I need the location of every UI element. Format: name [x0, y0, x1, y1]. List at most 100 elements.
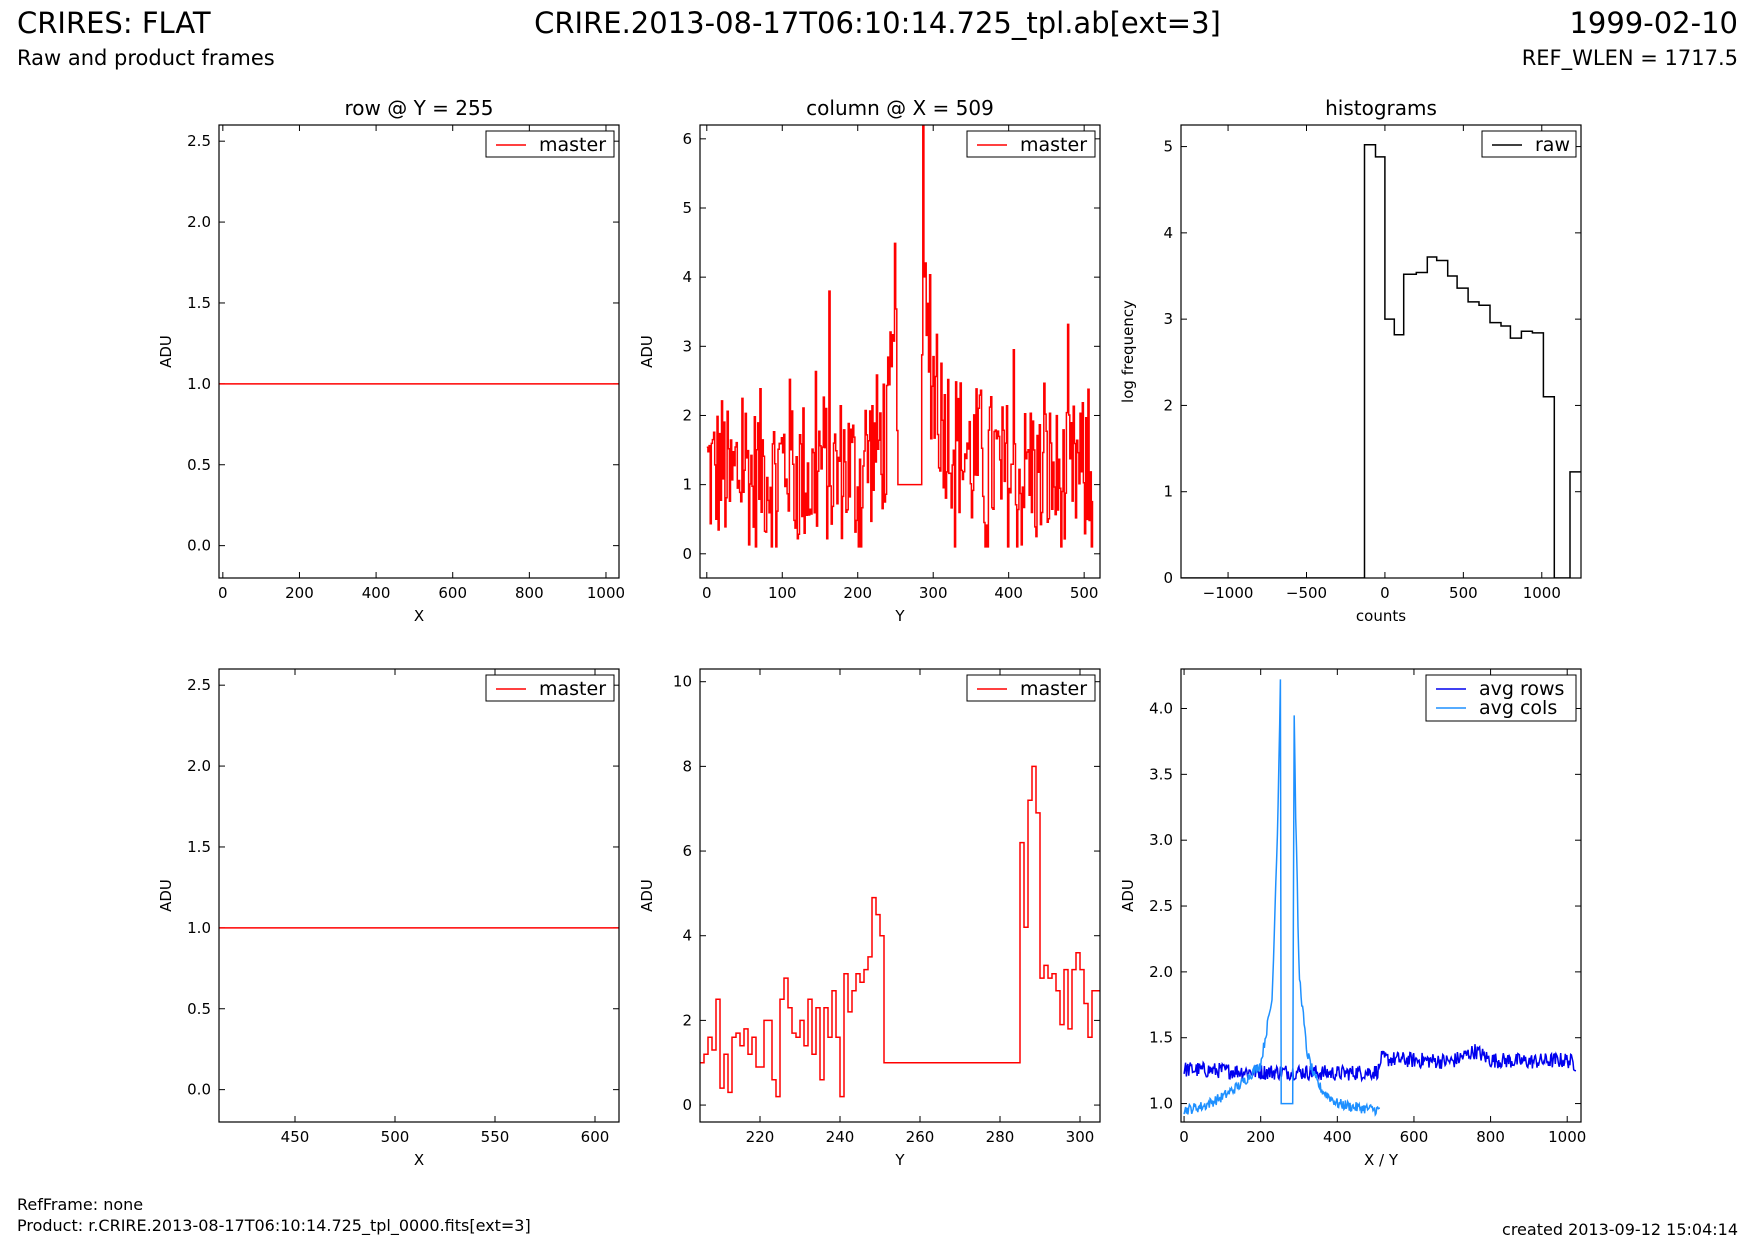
plot-frame	[699, 668, 1101, 1123]
y-axis-label: ADU	[157, 879, 175, 912]
y-tick-label: 1.5	[187, 294, 211, 312]
x-tick-label: 800	[515, 584, 544, 602]
x-axis-label: X / Y	[1364, 1151, 1399, 1169]
ref-wlen: REF_WLEN = 1717.5	[1521, 46, 1738, 70]
chart-title: histograms	[1325, 96, 1437, 120]
legend-box	[485, 130, 615, 158]
x-tick-label: 200	[1246, 1128, 1275, 1146]
x-tick-label: 450	[281, 1128, 310, 1146]
x-tick-label: 600	[581, 1128, 610, 1146]
y-tick-label: 3.0	[1149, 831, 1173, 849]
observation-date: 1999-02-10	[1569, 6, 1738, 40]
x-tick-label: 0	[1380, 584, 1390, 602]
y-tick-label: 8	[682, 757, 692, 775]
y-axis-label: log frequency	[1119, 300, 1137, 403]
plot-frame	[218, 668, 620, 1123]
x-tick-label: 1000	[1548, 1128, 1586, 1146]
x-tick-label: 400	[994, 584, 1023, 602]
page-subtitle: Raw and product frames	[17, 46, 275, 70]
y-tick-label: 2	[682, 1011, 692, 1029]
x-tick-label: 240	[826, 1128, 855, 1146]
y-tick-label: 1	[1163, 483, 1173, 501]
y-tick-label: 1	[682, 476, 692, 494]
y-tick-label: 0	[682, 1096, 692, 1114]
chart-panel-3: −1000 −500 0 500 1000 0 1 2 3 4 5 histograms counts l…	[1119, 96, 1582, 625]
y-tick-label: 2.5	[187, 132, 211, 150]
plot-area	[1181, 669, 1581, 1122]
chart-title: column @ X = 509	[806, 96, 994, 120]
plot-area	[219, 669, 619, 1122]
x-tick-label: 400	[1323, 1128, 1352, 1146]
y-tick-label: 2.0	[187, 213, 211, 231]
x-tick-label: 200	[285, 584, 314, 602]
x-tick-label: 220	[746, 1128, 775, 1146]
y-tick-label: 1.0	[187, 375, 211, 393]
chart-panel-6: 0 200 400 600 800 1000 1.0 1.5 2.0 2.5 3.0 3.5 4.0 X …	[1119, 668, 1586, 1169]
y-tick-label: 1.0	[187, 919, 211, 937]
y-tick-label: 2.0	[1149, 963, 1173, 981]
y-tick-label: 4.0	[1149, 700, 1173, 718]
file-title: CRIRE.2013-08-17T06:10:14.725_tpl.ab[ext…	[534, 6, 1221, 40]
chart-panel-5: 220 240 260 280 300 0 2 4 6 8 10 Y ADU master	[638, 668, 1101, 1169]
product-note: Product: r.CRIRE.2013-08-17T06:10:14.725…	[17, 1216, 531, 1235]
page-title: CRIRES: FLAT	[17, 6, 211, 40]
y-tick-label: 2	[1163, 396, 1173, 414]
chart-panel-4: 450 500 550 600 0.0 0.5 1.0 1.5 2.0 2.5 X ADU master	[157, 668, 620, 1169]
legend-label: avg cols	[1479, 697, 1557, 719]
x-axis-label: counts	[1356, 607, 1406, 625]
plot-frame	[1180, 668, 1582, 1123]
y-tick-label: 0.0	[187, 1081, 211, 1099]
y-tick-label: 4	[1163, 224, 1173, 242]
legend-label: master	[539, 134, 606, 156]
x-tick-label: 1000	[587, 584, 625, 602]
y-tick-label: 0.5	[187, 1000, 211, 1018]
y-tick-label: 5	[682, 199, 692, 217]
y-tick-label: 1.5	[187, 838, 211, 856]
series-line-avg-cols	[1183, 679, 1381, 1117]
x-tick-label: 550	[481, 1128, 510, 1146]
y-axis-label: ADU	[157, 335, 175, 368]
series-line-master	[706, 125, 1094, 548]
y-tick-label: 2.5	[187, 676, 211, 694]
legend-box	[966, 130, 1096, 158]
x-tick-label: 500	[1070, 584, 1099, 602]
legend-label: master	[539, 678, 606, 700]
y-tick-label: 6	[682, 130, 692, 148]
chart-panel-2: 0 100 200 300 400 500 0 1 2 3 4 5 6 column @ X = 509 Y…	[638, 96, 1101, 625]
y-tick-label: 4	[682, 927, 692, 945]
x-axis-label: X	[414, 607, 424, 625]
legend-box	[1481, 130, 1577, 158]
plot-area	[1181, 125, 1581, 578]
plot-frame	[1180, 124, 1582, 579]
y-axis-label: ADU	[638, 879, 656, 912]
y-tick-label: 5	[1163, 138, 1173, 156]
y-tick-label: 0	[1163, 569, 1173, 587]
plot-frame	[218, 124, 620, 579]
y-tick-label: 0.0	[187, 537, 211, 555]
y-tick-label: 6	[682, 842, 692, 860]
y-tick-label: 4	[682, 268, 692, 286]
x-tick-label: 0	[1179, 1128, 1189, 1146]
chart-title: row @ Y = 255	[345, 96, 494, 120]
x-tick-label: 600	[1400, 1128, 1429, 1146]
x-tick-label: 1000	[1523, 584, 1561, 602]
x-tick-label: 600	[438, 584, 467, 602]
x-tick-label: 400	[362, 584, 391, 602]
x-tick-label: 260	[906, 1128, 935, 1146]
legend-label: master	[1020, 678, 1087, 700]
x-tick-label: 300	[1066, 1128, 1095, 1146]
plot-area	[219, 125, 619, 578]
y-tick-label: 0	[682, 545, 692, 563]
series-line-avg-rows	[1183, 1044, 1577, 1083]
legend-box	[485, 674, 615, 702]
x-tick-label: 500	[381, 1128, 410, 1146]
y-tick-label: 2.5	[1149, 897, 1173, 915]
y-tick-label: 10	[673, 673, 692, 691]
y-axis-label: ADU	[1119, 879, 1137, 912]
x-tick-label: 0	[218, 584, 228, 602]
x-tick-label: 0	[702, 584, 712, 602]
x-tick-label: 500	[1449, 584, 1478, 602]
legend-box	[1425, 674, 1577, 722]
x-axis-label: Y	[894, 607, 905, 625]
